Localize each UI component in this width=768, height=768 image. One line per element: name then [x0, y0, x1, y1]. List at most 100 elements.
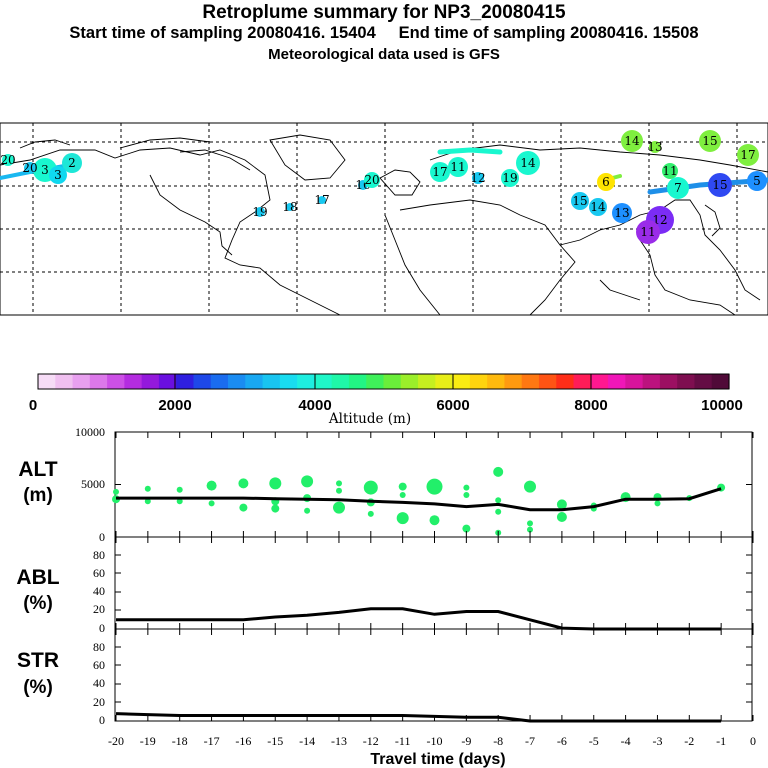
- colorbar-cell: [400, 374, 419, 389]
- trajectory-marker-label: 14: [590, 200, 606, 214]
- trajectory-marker-dot: [364, 172, 380, 188]
- alt-point: [336, 487, 342, 494]
- x-tick-label: -18: [172, 734, 188, 748]
- trajectory-marker-dot: [649, 141, 661, 153]
- trajectory-marker-label: 17: [740, 148, 755, 162]
- colorbar-cell: [521, 374, 540, 389]
- colorbar-cell: [176, 374, 195, 389]
- abl-ytick: 0: [99, 621, 105, 635]
- trajectory-marker-dot: [472, 172, 484, 184]
- trajectory-marker-label: 20: [0, 153, 15, 167]
- abl-ytick: 40: [93, 584, 105, 598]
- abl-ytick: 80: [93, 548, 105, 562]
- colorbar-cell: [279, 374, 298, 389]
- colorbar-cell: [677, 374, 696, 389]
- alt-point: [495, 508, 502, 515]
- alt-point: [363, 480, 378, 495]
- trajectory-marker-dot: [49, 166, 67, 184]
- colorbar-cell: [711, 374, 730, 389]
- x-tick-label: -10: [427, 734, 443, 748]
- trajectory-marker: 3: [49, 166, 67, 184]
- x-tick-label: -1: [716, 734, 726, 748]
- alt-point: [208, 500, 215, 507]
- trajectory-marker-dot: [2, 154, 14, 166]
- x-axis-ticks: -20 -19 -18 -17 -16 -15 -14 -13 -12 -11 -10 -9 -8 -7-…: [108, 734, 756, 748]
- trajectory-marker-label: 12: [470, 171, 485, 185]
- trajectory-marker-dot: [318, 196, 326, 204]
- colorbar-tick: 2000: [158, 397, 191, 414]
- alt-point: [556, 512, 567, 522]
- alt-point: [556, 499, 567, 510]
- x-tick-label: -7: [525, 734, 535, 748]
- colorbar-cell: [89, 374, 108, 389]
- colorbar-cell: [141, 374, 160, 389]
- trajectory-marker: 11: [448, 157, 468, 177]
- x-tick-label: -15: [267, 734, 283, 748]
- x-tick-label: -5: [589, 734, 599, 748]
- colorbar-cell: [228, 374, 246, 389]
- colorbar-cell: [487, 374, 506, 389]
- alt-point: [144, 498, 151, 505]
- str-ytick: 40: [93, 676, 105, 690]
- alt-point: [462, 524, 471, 533]
- colorbar-cell: [659, 374, 678, 389]
- alt-point: [527, 526, 533, 533]
- trajectory-marker: 14: [516, 151, 540, 175]
- colorbar-cell: [366, 374, 385, 389]
- str-unit: (%): [23, 677, 53, 698]
- trajectory-marker: 19: [501, 169, 519, 187]
- colorbar-cell: [538, 374, 557, 389]
- colorbar-tick: 6000: [436, 397, 469, 414]
- trajectory-marker-label: 19: [252, 205, 267, 219]
- trajectory-marker: 17: [314, 193, 329, 207]
- alt-point: [301, 475, 314, 488]
- colorbar-cell: [262, 374, 281, 389]
- alt-panel: ALT (m) 10000 5000 0: [18, 425, 753, 544]
- x-tick-label: -11: [395, 734, 411, 748]
- colorbar-tick: 0: [29, 397, 37, 414]
- colorbar-cell: [435, 374, 454, 389]
- alt-point: [493, 466, 504, 477]
- trajectory-marker: 18: [282, 200, 297, 214]
- trajectory-marker-dot: [24, 162, 36, 174]
- trajectory-marker-label: 15: [712, 178, 727, 192]
- trajectory-marker-label: 13: [614, 206, 629, 220]
- trajectory-marker: 5: [747, 171, 767, 191]
- colorbar-cell: [452, 374, 471, 389]
- colorbar-label: Altitude (m): [328, 411, 411, 427]
- trajectory-marker-dot: [747, 171, 767, 191]
- alt-point: [463, 484, 470, 491]
- trajectory-marker-label: 14: [624, 134, 640, 148]
- alt-ytick: 5000: [81, 477, 105, 491]
- x-tick-label: -16: [235, 734, 251, 748]
- trajectory-marker: 15: [699, 130, 721, 152]
- x-tick-label: -9: [461, 734, 471, 748]
- colorbar-cell: [72, 374, 91, 389]
- str-ytick: 80: [93, 640, 105, 654]
- alt-point: [429, 515, 440, 526]
- colorbar-cell: [297, 374, 316, 389]
- trajectory-marker-label: 17: [432, 165, 447, 179]
- abl-panel: ABL (%) 80 60 40 20 0: [16, 536, 753, 635]
- alt-ytick: 10000: [75, 425, 105, 439]
- colorbar-cell: [642, 374, 661, 389]
- trajectory-marker-dot: [662, 163, 678, 179]
- x-tick-label: -17: [204, 734, 220, 748]
- trajectory-marker-label: 13: [647, 140, 662, 154]
- colorbar-cell: [193, 374, 212, 389]
- alt-point: [269, 477, 282, 490]
- x-tick-label: 0: [750, 734, 756, 748]
- colorbar-tick: 10000: [701, 397, 743, 414]
- trajectory-marker-dot: [636, 220, 660, 244]
- alt-point: [336, 480, 342, 487]
- colorbar-tick: 8000: [574, 397, 607, 414]
- x-axis-label: Travel time (days): [370, 751, 505, 768]
- alt-point: [144, 485, 151, 492]
- alt-mean-line: [116, 487, 722, 512]
- alt-point: [399, 492, 406, 498]
- trajectory-marker-label: 11: [662, 164, 677, 178]
- alt-point: [304, 507, 311, 514]
- trajectory-marker: 14: [621, 130, 643, 152]
